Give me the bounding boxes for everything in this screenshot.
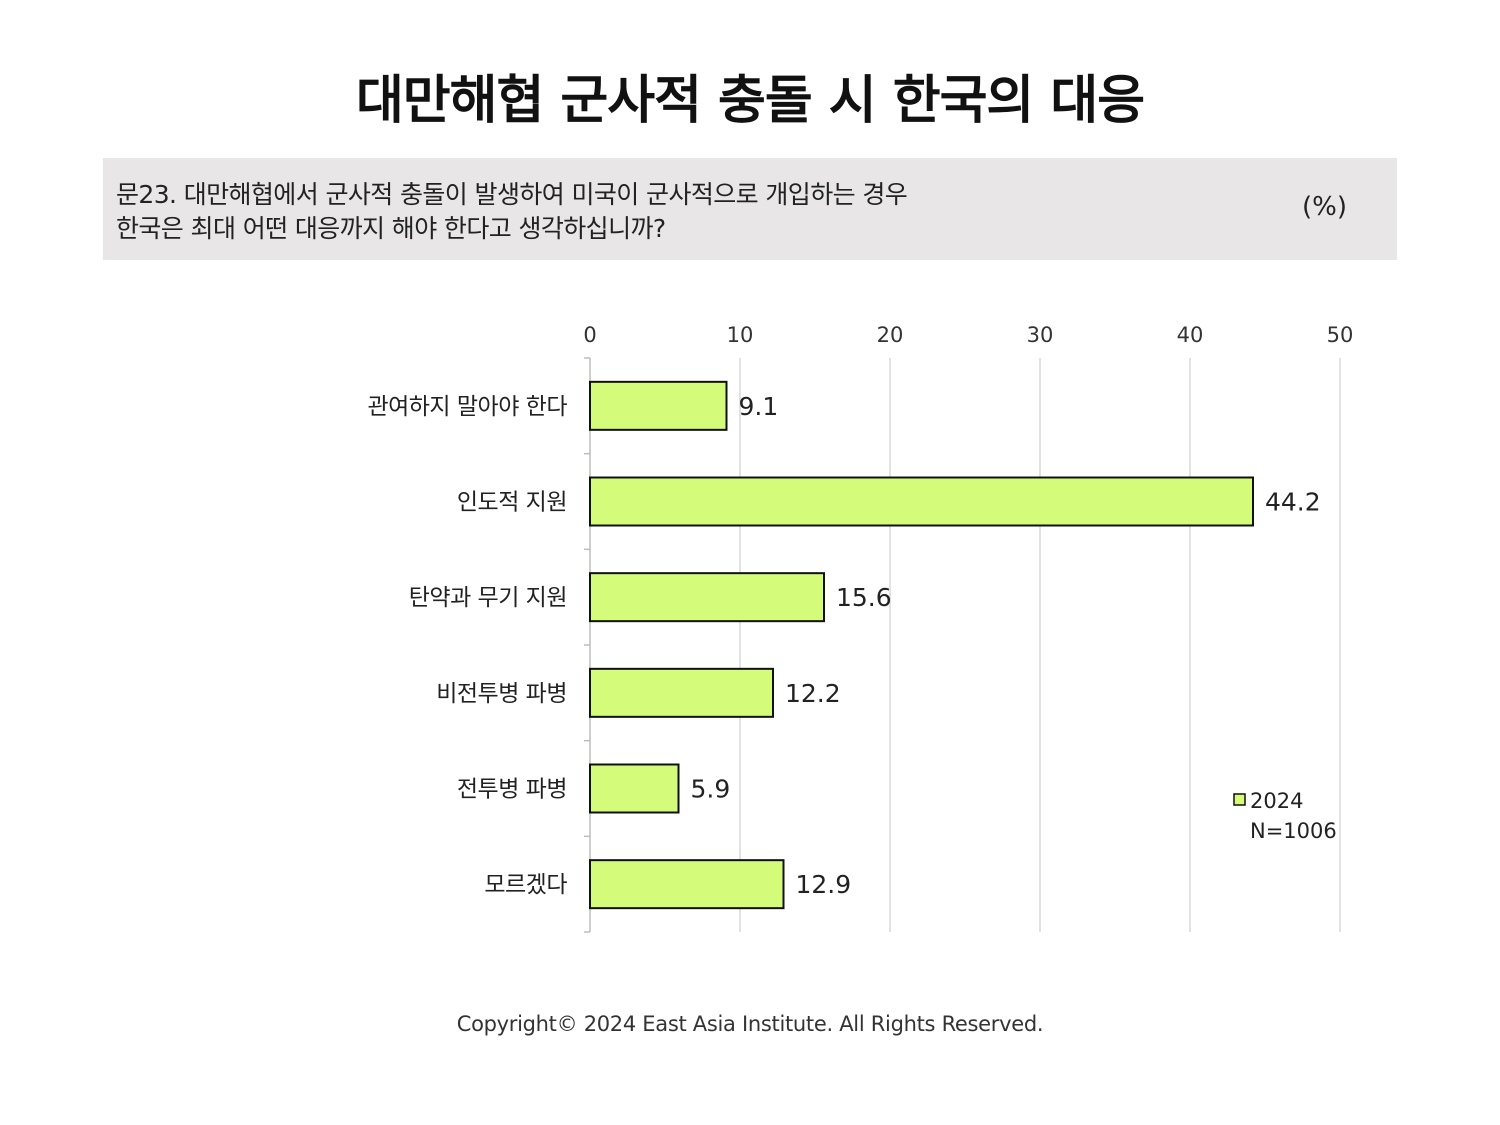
bar xyxy=(589,859,785,910)
data-label: 12.2 xyxy=(785,679,841,708)
data-label: 44.2 xyxy=(1265,488,1321,517)
page-title: 대만해협 군사적 충돌 시 한국의 대응 xyxy=(355,71,1145,131)
x-tick-label: 10 xyxy=(727,323,754,347)
legend-note: N=1006 xyxy=(1250,819,1337,843)
bar xyxy=(589,572,825,623)
legend-swatch xyxy=(1233,793,1246,806)
bar xyxy=(589,763,680,814)
question-line-2: 한국은 최대 어떤 대응까지 해야 한다고 생각하십니까? xyxy=(116,214,666,243)
question-line-1: 문23. 대만해협에서 군사적 충돌이 발생하여 미국이 군사적으로 개입하는 … xyxy=(116,180,908,209)
data-label: 9.1 xyxy=(739,392,779,421)
category-label: 인도적 지원 xyxy=(457,490,567,516)
x-tick-label: 50 xyxy=(1327,323,1354,347)
bar xyxy=(589,380,728,431)
data-label: 5.9 xyxy=(691,775,731,804)
x-tick-label: 0 xyxy=(583,323,596,347)
bar xyxy=(589,667,774,718)
category-label: 비전투병 파병 xyxy=(436,681,567,707)
x-tick-label: 40 xyxy=(1177,323,1204,347)
category-label: 탄약과 무기 지원 xyxy=(409,585,567,611)
x-tick-label: 30 xyxy=(1027,323,1054,347)
category-label: 모르겠다 xyxy=(484,872,567,898)
data-label: 15.6 xyxy=(836,583,892,612)
legend-label: 2024 xyxy=(1250,789,1303,813)
data-label: 12.9 xyxy=(796,870,852,899)
bar xyxy=(589,476,1254,527)
x-tick-label: 20 xyxy=(877,323,904,347)
copyright-footer: Copyright© 2024 East Asia Institute. All… xyxy=(456,1012,1044,1036)
category-label: 전투병 파병 xyxy=(457,777,567,803)
category-label: 관여하지 말아야 한다 xyxy=(367,394,567,420)
unit-label: (%) xyxy=(1302,192,1347,222)
question-box: 문23. 대만해협에서 군사적 충돌이 발생하여 미국이 군사적으로 개입하는 … xyxy=(103,158,1397,260)
